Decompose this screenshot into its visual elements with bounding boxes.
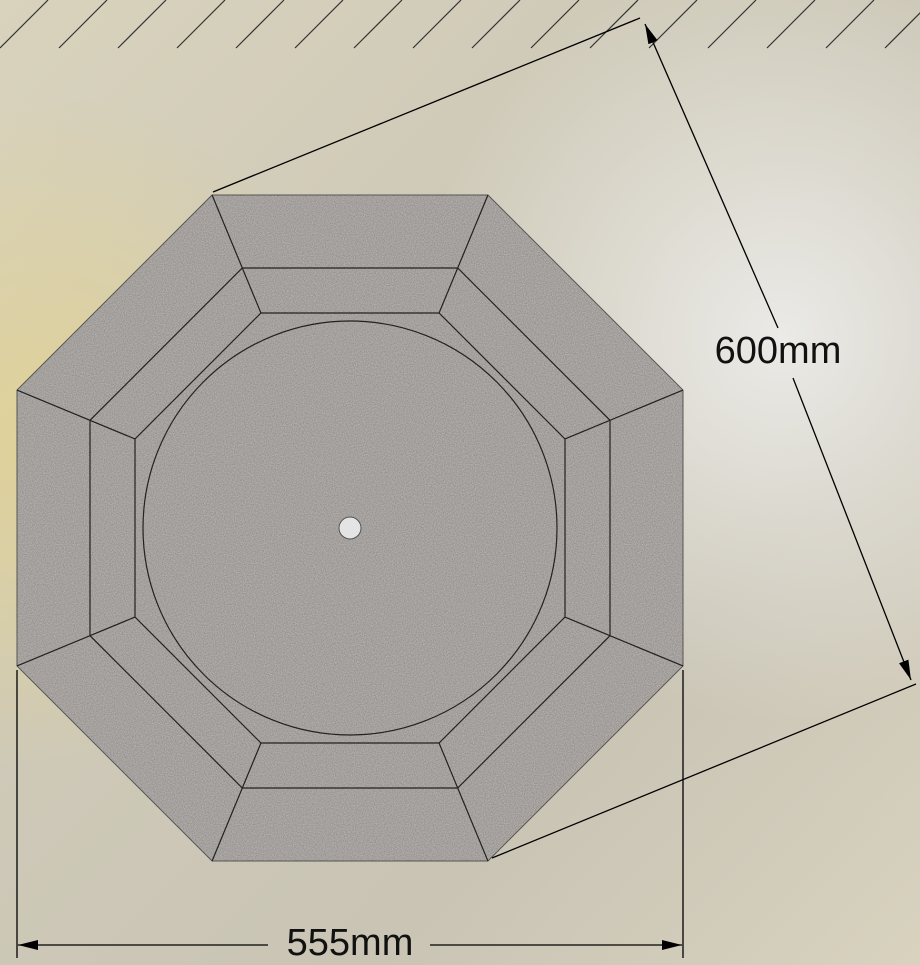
joint-line xyxy=(564,389,684,440)
dimension-lines xyxy=(16,17,917,958)
center-circle xyxy=(142,320,558,736)
dimension-line xyxy=(792,377,912,681)
dimension-label: 600mm xyxy=(715,330,842,372)
hatch-line xyxy=(0,0,49,49)
hatch-line xyxy=(530,0,580,49)
hatch-line xyxy=(412,0,462,49)
dimension-label: 555mm xyxy=(287,922,414,964)
hatch-line xyxy=(589,0,639,49)
hatch-line xyxy=(353,0,403,49)
hatch-line xyxy=(825,0,875,49)
extension-line xyxy=(212,17,641,193)
joint-line xyxy=(211,742,262,862)
hatch-line xyxy=(766,0,816,49)
joint-line xyxy=(211,194,262,314)
hatch-line xyxy=(58,0,108,49)
hatch-line xyxy=(176,0,226,49)
joint-line xyxy=(564,616,684,667)
hatch-line xyxy=(294,0,344,49)
hatch-line xyxy=(235,0,285,49)
joint-line xyxy=(438,742,489,862)
center-hole xyxy=(338,516,362,540)
hatch-line xyxy=(884,12,920,49)
dimension-line xyxy=(644,23,779,329)
joint-line xyxy=(438,194,489,314)
joint-line xyxy=(16,389,136,440)
hatch-line xyxy=(117,0,167,49)
hatch-line xyxy=(471,0,521,49)
hatch-line xyxy=(707,0,757,49)
joint-line xyxy=(16,616,136,667)
wall-hatch xyxy=(0,0,920,49)
extension-line xyxy=(491,683,917,859)
